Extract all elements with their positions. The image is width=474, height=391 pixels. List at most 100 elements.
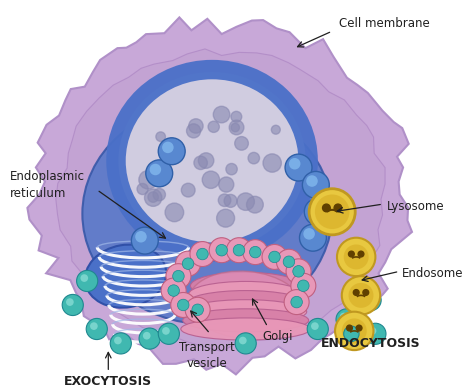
Circle shape [344,244,369,269]
Circle shape [143,332,151,339]
Circle shape [335,312,374,350]
Circle shape [135,231,147,242]
Circle shape [197,248,208,260]
Circle shape [161,278,186,303]
Circle shape [365,323,386,344]
Circle shape [363,290,369,295]
Circle shape [271,125,280,134]
Circle shape [283,256,295,267]
Circle shape [233,244,245,256]
Circle shape [162,327,170,335]
Text: EXOCYTOSIS: EXOCYTOSIS [64,375,152,388]
Text: Golgi: Golgi [262,330,292,343]
Circle shape [311,322,319,330]
Circle shape [62,294,83,316]
Ellipse shape [189,282,303,307]
Circle shape [216,244,228,256]
Circle shape [263,154,282,172]
Circle shape [344,326,359,341]
Circle shape [162,142,173,153]
Circle shape [77,271,98,292]
Circle shape [269,251,280,263]
Circle shape [153,188,165,201]
Circle shape [231,123,239,132]
Circle shape [158,323,179,344]
Circle shape [148,192,158,202]
Circle shape [291,273,316,298]
Circle shape [139,328,160,349]
Circle shape [243,240,268,265]
Circle shape [194,156,207,170]
Text: ENDOCYTOSIS: ENDOCYTOSIS [321,337,420,350]
Circle shape [334,204,342,212]
Ellipse shape [188,271,303,339]
Circle shape [336,309,357,330]
Circle shape [208,121,219,133]
Circle shape [224,194,237,207]
Circle shape [219,177,234,192]
Circle shape [348,283,374,308]
Circle shape [302,171,329,198]
Circle shape [284,290,309,315]
Circle shape [86,318,107,339]
Ellipse shape [185,300,307,324]
Ellipse shape [183,309,309,332]
Circle shape [190,242,215,267]
Circle shape [137,183,148,195]
Circle shape [185,297,210,322]
Text: Cell membrane: Cell membrane [339,17,429,30]
Circle shape [300,224,327,251]
Circle shape [364,293,372,301]
Circle shape [110,333,131,354]
Circle shape [323,204,330,212]
Circle shape [289,158,301,169]
Polygon shape [56,49,385,352]
Circle shape [286,259,311,284]
Circle shape [114,337,122,344]
Circle shape [342,276,380,315]
Polygon shape [27,18,412,375]
Circle shape [152,167,169,184]
Circle shape [342,318,367,343]
Text: Endoplasmic
reticulum: Endoplasmic reticulum [10,170,85,200]
Circle shape [307,318,328,339]
Circle shape [262,244,287,269]
Circle shape [346,325,352,331]
Circle shape [156,132,165,142]
Text: Transport
vesicle: Transport vesicle [179,341,235,369]
Circle shape [235,136,248,150]
Circle shape [192,304,203,316]
Text: Lysosome: Lysosome [387,199,445,212]
Circle shape [171,292,196,317]
Circle shape [90,322,98,330]
Ellipse shape [85,245,166,308]
Circle shape [308,202,319,214]
Circle shape [303,228,315,240]
Circle shape [340,313,347,320]
Circle shape [249,246,261,258]
Ellipse shape [187,291,305,316]
Circle shape [227,238,252,263]
Circle shape [168,285,179,296]
Circle shape [226,163,237,175]
Circle shape [198,153,214,168]
Circle shape [177,299,189,311]
Circle shape [182,258,194,269]
Circle shape [246,196,263,213]
Circle shape [358,251,364,257]
Text: Endosome: Endosome [402,267,464,280]
Circle shape [293,265,304,277]
Circle shape [309,189,355,235]
Circle shape [182,183,195,197]
Circle shape [337,238,375,276]
Circle shape [285,154,312,181]
Ellipse shape [181,318,310,340]
Circle shape [298,280,309,292]
Circle shape [219,194,231,206]
Circle shape [158,138,185,165]
Circle shape [229,120,244,135]
Circle shape [187,124,201,138]
Circle shape [235,333,256,354]
Circle shape [139,170,157,189]
Circle shape [276,249,301,274]
